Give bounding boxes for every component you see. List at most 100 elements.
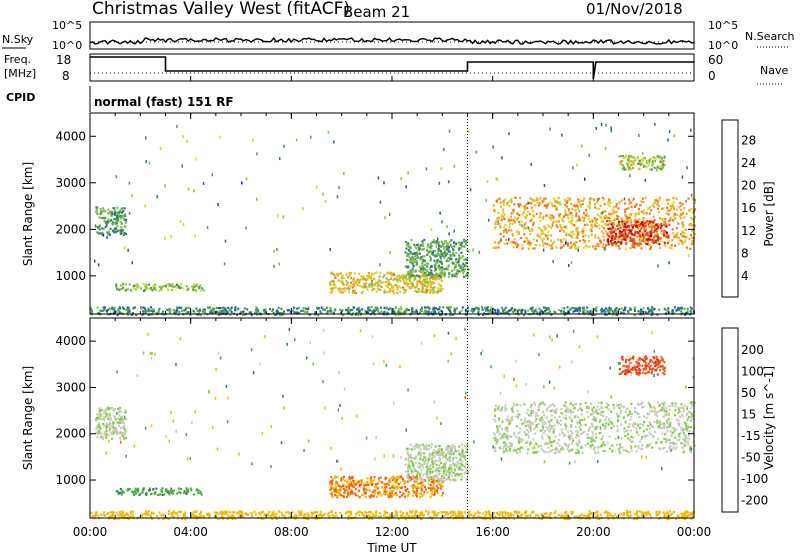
data-cell <box>693 215 696 219</box>
data-cell <box>636 231 638 234</box>
data-cell <box>421 286 424 290</box>
data-cell <box>619 238 622 241</box>
data-cell <box>577 452 580 455</box>
data-cell <box>520 220 523 223</box>
data-cell <box>305 307 308 310</box>
data-cell <box>102 209 105 212</box>
data-cell <box>494 308 497 312</box>
data-cell <box>609 420 612 423</box>
data-cell <box>624 230 627 233</box>
data-cell <box>440 253 443 256</box>
data-cell <box>113 231 116 234</box>
data-cell <box>462 266 464 269</box>
data-cell <box>173 285 176 288</box>
data-cell <box>590 422 593 425</box>
data-cell <box>394 478 397 481</box>
data-cell <box>336 195 339 199</box>
data-cell <box>106 221 109 225</box>
data-cell <box>110 417 112 420</box>
data-cell <box>559 229 561 232</box>
data-cell <box>675 442 678 445</box>
data-cell <box>415 251 418 254</box>
data-cell <box>442 242 444 245</box>
data-cell <box>494 241 497 244</box>
data-cell <box>97 423 100 427</box>
data-cell <box>561 133 563 137</box>
data-cell <box>635 159 637 162</box>
data-cell <box>182 135 184 139</box>
data-cell <box>612 311 615 314</box>
data-cell <box>568 233 571 236</box>
data-cell <box>649 245 652 248</box>
data-cell <box>357 281 360 284</box>
data-cell <box>429 487 432 490</box>
data-cell <box>456 272 459 275</box>
data-cell <box>607 235 610 238</box>
data-cell <box>388 282 391 285</box>
data-cell <box>112 431 115 434</box>
data-cell <box>347 284 350 287</box>
data-cell <box>165 489 168 492</box>
data-cell <box>418 247 421 250</box>
data-cell <box>682 431 685 435</box>
data-cell <box>423 462 426 465</box>
data-cell <box>602 232 605 235</box>
data-cell <box>589 446 592 449</box>
data-cell <box>179 219 182 223</box>
data-cell <box>574 246 577 249</box>
data-cell <box>385 280 388 283</box>
data-cell <box>345 280 348 283</box>
data-cell <box>666 420 668 423</box>
data-cell <box>526 428 529 432</box>
data-cell <box>429 454 431 457</box>
data-cell <box>579 218 582 222</box>
data-cell <box>419 493 422 496</box>
data-cell <box>652 426 655 429</box>
data-cell <box>407 467 409 470</box>
data-cell <box>500 409 503 412</box>
data-cell <box>465 309 467 313</box>
data-cell <box>586 405 588 409</box>
data-cell <box>452 453 455 456</box>
data-cell <box>500 219 503 222</box>
data-cell <box>336 489 339 492</box>
data-cell <box>467 129 469 133</box>
data-cell <box>380 281 383 284</box>
data-cell <box>608 435 611 438</box>
data-cell <box>638 160 641 163</box>
data-cell <box>455 275 458 278</box>
data-cell <box>577 231 580 234</box>
data-cell <box>366 480 369 484</box>
data-cell <box>459 242 462 245</box>
data-cell <box>276 247 278 251</box>
data-cell <box>513 238 516 241</box>
data-cell <box>653 219 656 222</box>
data-cell <box>414 275 417 278</box>
data-cell <box>432 307 435 310</box>
data-cell <box>607 223 610 226</box>
data-cell <box>675 428 678 431</box>
data-cell <box>398 476 401 479</box>
data-cell <box>633 241 636 244</box>
data-cell <box>296 307 299 310</box>
data-cell <box>658 154 661 158</box>
data-cell <box>543 414 545 417</box>
data-cell <box>124 409 127 412</box>
data-cell <box>544 450 547 454</box>
data-cell <box>438 241 440 244</box>
data-cell <box>544 309 547 312</box>
data-cell <box>177 487 180 490</box>
data-cell <box>553 240 556 243</box>
data-cell <box>617 415 620 418</box>
data-cell <box>421 284 424 287</box>
data-cell <box>656 200 659 203</box>
data-cell <box>371 284 374 287</box>
data-cell <box>607 227 610 230</box>
nave-tick-top: 60 <box>708 53 723 67</box>
data-cell <box>113 308 116 311</box>
data-cell <box>572 310 575 313</box>
data-cell <box>517 203 520 206</box>
data-cell <box>219 135 221 139</box>
data-cell <box>681 175 684 179</box>
data-cell <box>624 306 627 309</box>
